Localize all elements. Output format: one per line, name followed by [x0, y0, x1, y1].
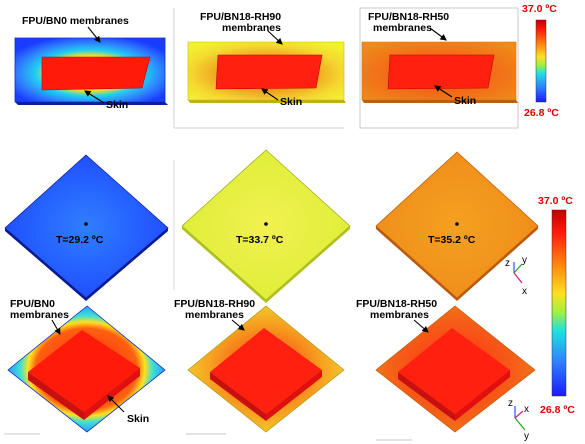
row1-colorbar: 37.0 ºC 26.8 ºC	[522, 3, 559, 119]
row2-temp-bn0: T=29.2 ºC	[56, 234, 104, 246]
row1-panel3-frame	[359, 7, 519, 129]
row3-skin-side-rh50	[398, 372, 455, 421]
row3-label-rh50-line1: FPU/BN18-RH50	[356, 298, 437, 310]
row3-skin-label-bn0: Skin	[127, 413, 149, 425]
row1-skin-rh50	[387, 54, 495, 90]
row3-panel1: FPU/BN0 membranes Skin	[4, 298, 166, 435]
row2-probe-rh90	[264, 222, 268, 226]
row3-skin-side-bn0	[28, 372, 84, 420]
row3-arrow-skin-bn0	[107, 395, 125, 413]
row1-label-bn0: FPU/BN0 membranes	[22, 15, 129, 27]
row1-skin-label-rh90: Skin	[280, 96, 302, 108]
row3-label-bn0-line2: membranes	[10, 309, 69, 321]
row3-label-bn0-line1: FPU/BN0	[10, 298, 55, 310]
row1-panel3: FPU/BN18-RH50 membranes Skin	[359, 7, 519, 129]
row3-arrow-membrane-rh50	[413, 319, 429, 333]
row2-panel2: T=33.7 ºC	[173, 149, 351, 303]
row3-panel3: FPU/BN18-RH50 membranes	[356, 298, 536, 441]
row2-diamond-bn0	[4, 154, 169, 299]
row2-axis-triad: z y x	[505, 255, 527, 297]
row3-axis-x-label: x	[524, 404, 529, 415]
row1-arrow-membrane-rh50	[429, 27, 447, 41]
row1-arrow-skin-rh90	[261, 88, 279, 101]
row1-panel1: FPU/BN0 membranes Skin	[14, 15, 168, 111]
row2-axis-x-label: x	[522, 286, 527, 297]
row2-probe-rh50	[455, 222, 459, 226]
row3-arrow-membrane-rh90	[231, 319, 245, 331]
row3-arrow-membrane-bn0	[51, 319, 61, 335]
row2-temp-rh50: T=35.2 ºC	[428, 234, 476, 246]
bottom-colorbar-min: 26.8 ºC	[540, 404, 575, 416]
row3-skin-side-rh90	[210, 372, 266, 421]
row2-axis-x	[513, 272, 523, 284]
row2-panel1: T=29.2 ºC	[4, 154, 169, 301]
row2-probe-bn0	[84, 222, 88, 226]
row3-label-rh90-line2: membranes	[185, 309, 244, 321]
row1-colorbar-gradient	[535, 19, 547, 103]
row3-skin-top-rh90	[210, 328, 322, 414]
row1-colorbar-max: 37.0 ºC	[522, 3, 557, 15]
row1-colorbar-min: 26.8 ºC	[524, 107, 559, 119]
row2-panel3: T=35.2 ºC	[375, 151, 539, 301]
row1-skin-bn0	[41, 56, 151, 91]
row1-label-rh90-line1: FPU/BN18-RH90	[200, 11, 281, 23]
row2-axis-y-label: y	[522, 255, 527, 266]
row3-axis-z-label: z	[508, 398, 513, 409]
bottom-colorbar-gradient	[551, 209, 567, 397]
row1-arrow-membrane-bn0	[87, 26, 101, 43]
row1-membrane-rh90-edge	[188, 100, 346, 103]
row1-panel2: FPU/BN18-RH90 membranes Skin	[173, 8, 346, 129]
row1-membrane-rh50-edge	[362, 100, 518, 103]
row3-skin-side2-rh50	[455, 370, 510, 421]
row1-arrow-skin-bn0	[84, 90, 105, 104]
row1-label-rh50-line1: FPU/BN18-RH50	[368, 11, 449, 23]
bottom-colorbar: 37.0 ºC 26.8 ºC	[538, 195, 575, 416]
row3-skin-top-rh50	[398, 328, 510, 414]
row1-skin-label-bn0: Skin	[106, 99, 128, 111]
row1-membrane-bn0-edge	[15, 102, 168, 105]
row1-arrow-skin-rh50	[434, 85, 453, 98]
row3-axis-x	[514, 410, 524, 419]
row3-axis-y-label: y	[524, 431, 529, 442]
bottom-colorbar-max: 37.0 ºC	[538, 195, 573, 207]
row3-label-rh90-line1: FPU/BN18-RH90	[174, 298, 255, 310]
row3-label-rh50-line2: membranes	[370, 309, 429, 321]
row2-axis-y	[513, 263, 523, 274]
row3-axis-triad: z x y	[508, 398, 529, 442]
row1-skin-label-rh50: Skin	[454, 95, 476, 107]
row3-skin-side2-rh90	[266, 370, 322, 421]
row3-panel2: FPU/BN18-RH90 membranes	[174, 298, 345, 435]
row1-skin-rh90	[215, 54, 323, 90]
row2-axis-z-label: z	[505, 258, 510, 269]
row3-skin-side2-bn0	[84, 368, 140, 420]
row1-label-rh50-line2: membranes	[373, 22, 432, 34]
row3-axis-y	[514, 417, 526, 431]
row1-label-rh90-line2: membranes	[222, 22, 281, 34]
row3-skin-top-bn0	[28, 330, 140, 412]
row1-arrow-membrane-rh90	[267, 30, 283, 45]
row2-temp-rh90: T=33.7 ºC	[236, 234, 284, 246]
